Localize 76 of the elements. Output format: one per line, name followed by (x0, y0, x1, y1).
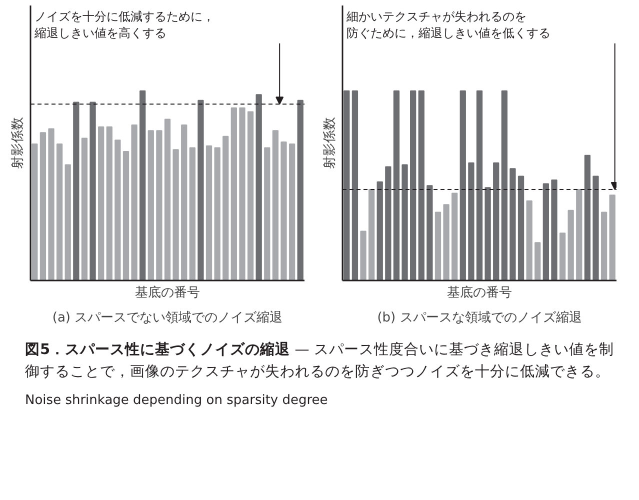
bar (40, 132, 46, 280)
y-axis-title: 射影係数 (10, 117, 26, 169)
bar (73, 102, 80, 280)
bar (206, 145, 212, 280)
text: (a) スパースでない領域でのノイズ縮退 (52, 310, 283, 326)
bar (214, 147, 220, 280)
bar (164, 118, 171, 280)
bar (256, 94, 262, 280)
bar (402, 164, 408, 280)
ref-line-label: ノイズを十分に低減するために，縮退しきい値を高くする (34, 9, 215, 40)
bar (344, 90, 350, 280)
bar (114, 140, 121, 280)
bar (568, 210, 574, 280)
bar (98, 126, 104, 280)
bar (551, 179, 558, 280)
bar (584, 154, 591, 280)
bar (352, 90, 358, 280)
bar (64, 164, 71, 280)
bar (81, 138, 88, 280)
bar (576, 188, 582, 280)
bar (385, 166, 392, 280)
bar (90, 102, 96, 280)
bar (468, 162, 474, 280)
bar (592, 176, 599, 280)
bar (297, 100, 304, 280)
bar (518, 176, 524, 280)
bar (410, 90, 416, 280)
bar (198, 100, 204, 280)
bar (393, 90, 400, 280)
bar (280, 142, 287, 280)
text: Noise shrinkage depending on sparsity degree (25, 392, 329, 410)
bar (434, 212, 442, 280)
bar (460, 90, 466, 280)
bar (140, 90, 146, 280)
bar (288, 143, 296, 280)
caption: 図5．スパース性に基づくノイズの縮退 (25, 342, 290, 358)
bar (264, 147, 270, 280)
bar (122, 151, 130, 280)
bar (418, 90, 424, 280)
bar (510, 168, 516, 280)
x-axis-title: 基底の番号 (447, 286, 512, 300)
bar (272, 130, 279, 280)
bar (493, 162, 500, 280)
bar (106, 126, 112, 280)
bar (148, 130, 154, 280)
bar (172, 149, 179, 280)
bar (526, 200, 532, 280)
bar (609, 194, 616, 280)
y-axis-title: 射影係数 (322, 117, 338, 169)
bar (476, 90, 483, 280)
bar (443, 204, 450, 280)
bar (32, 143, 38, 280)
bar (559, 232, 566, 280)
bar (156, 130, 162, 280)
bar (222, 136, 229, 280)
bar (56, 143, 63, 280)
bar (131, 124, 138, 280)
bar (501, 90, 508, 280)
bar (452, 192, 458, 280)
bar (189, 147, 196, 280)
bar (181, 124, 188, 280)
bar (247, 111, 254, 280)
ref-line-label: 細かいテクスチャが失われるのを防ぐために，縮退しきい値を低くする (346, 9, 551, 40)
bar (239, 107, 246, 280)
bar (426, 185, 433, 280)
bar (534, 242, 541, 280)
bar (360, 230, 366, 280)
bar (542, 183, 549, 280)
x-axis-title: 基底の番号 (135, 286, 200, 300)
bar (600, 212, 608, 280)
bar (230, 107, 237, 280)
text: (b) スパースな領域でのノイズ縮退 (377, 310, 582, 326)
bar (368, 188, 375, 280)
bar (484, 187, 491, 280)
bar (48, 128, 54, 280)
bar (376, 181, 383, 280)
